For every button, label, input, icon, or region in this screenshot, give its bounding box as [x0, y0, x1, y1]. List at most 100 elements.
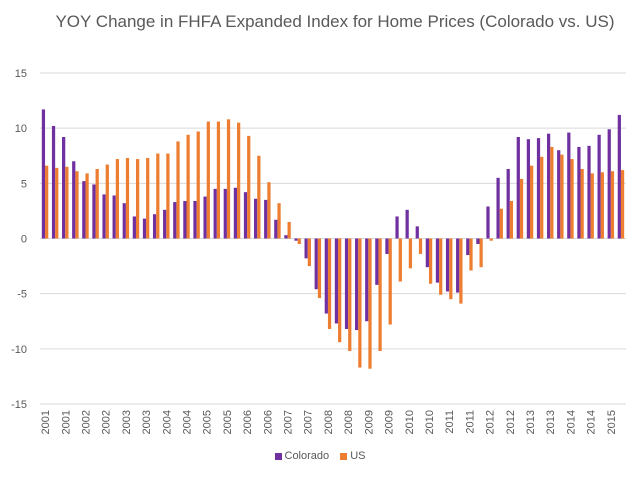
bar-colorado	[476, 238, 480, 245]
bar-us	[408, 238, 413, 269]
x-tick-label: 2007	[303, 410, 315, 434]
bar-colorado	[546, 133, 551, 239]
legend-label: US	[350, 450, 366, 462]
bar-us	[247, 135, 251, 239]
bar-colorado	[142, 218, 147, 239]
x-tick-label: 2008	[323, 410, 335, 434]
bar-colorado	[304, 238, 308, 259]
bar-us	[348, 238, 352, 352]
bar-us	[570, 159, 574, 239]
bar-us	[449, 238, 453, 300]
bar-us	[206, 121, 210, 239]
bar-colorado	[324, 238, 328, 314]
bar-us	[580, 168, 584, 239]
bar-us	[469, 238, 473, 271]
x-tick-label: 2012	[485, 410, 497, 434]
x-tick-label: 2012	[505, 410, 517, 434]
bar-colorado	[41, 109, 46, 239]
bar-colorado	[112, 195, 116, 239]
bar-us	[439, 238, 443, 295]
bar-us	[115, 159, 120, 239]
bar-colorado	[173, 202, 177, 239]
y-tick-label: 10	[15, 123, 27, 135]
bar-us	[509, 200, 514, 239]
bar-colorado	[587, 145, 591, 239]
x-tick-label: 2003	[121, 410, 133, 434]
bar-us	[297, 238, 301, 245]
bar-us	[146, 157, 150, 239]
x-tick-label: 2007	[283, 410, 295, 434]
bar-us	[489, 238, 493, 241]
bar-colorado	[82, 181, 86, 239]
bar-colorado	[203, 196, 207, 239]
x-tick-label: 2004	[182, 410, 194, 434]
bar-colorado	[183, 200, 187, 239]
bar-us	[75, 171, 79, 239]
bar-us	[287, 221, 291, 239]
bar-colorado	[152, 214, 157, 239]
x-tick-label: 2006	[262, 410, 274, 434]
x-tick-label: 2003	[141, 410, 153, 434]
bar-us	[610, 171, 615, 239]
bar-colorado	[253, 198, 258, 239]
x-tick-label: 2005	[202, 410, 214, 434]
y-tick-label: 0	[21, 234, 27, 246]
bar-colorado	[415, 226, 419, 239]
chart-title: YOY Change in FHFA Expanded Index for Ho…	[55, 12, 615, 31]
bar-us	[519, 178, 524, 239]
bar-us	[600, 172, 604, 239]
bar-us	[317, 238, 322, 299]
bar-us	[590, 173, 594, 239]
bar-us	[459, 238, 463, 304]
bar-colorado	[62, 136, 66, 239]
bar-colorado	[334, 238, 339, 324]
bar-us	[358, 238, 362, 368]
bar-colorado	[344, 238, 349, 329]
bar-colorado	[486, 206, 490, 239]
bar-colorado	[496, 177, 500, 239]
y-tick-label: -5	[17, 289, 27, 301]
bar-us	[216, 121, 221, 239]
bar-us	[398, 238, 402, 282]
bar-colorado	[365, 238, 369, 322]
legend: Colorado US	[0, 450, 640, 462]
bar-colorado	[597, 134, 601, 239]
x-tick-label: 2009	[363, 410, 375, 434]
bar-us	[267, 182, 271, 239]
bar-us	[226, 119, 231, 239]
x-tick-label: 2011	[444, 410, 456, 434]
bar-colorado	[617, 114, 621, 239]
bar-us	[65, 166, 69, 239]
bar-colorado	[264, 199, 268, 239]
bar-us	[338, 238, 342, 343]
bar-us	[327, 238, 332, 329]
bar-colorado	[557, 150, 561, 239]
bar-us	[156, 153, 160, 239]
bar-us	[560, 154, 564, 239]
x-tick-label: 2001	[40, 410, 52, 434]
bar-us	[196, 131, 200, 239]
bar-colorado	[425, 238, 429, 268]
bar-colorado	[284, 235, 288, 239]
x-tick-label: 2004	[161, 410, 173, 434]
bar-colorado	[405, 209, 409, 239]
bar-us	[257, 155, 261, 239]
bar-colorado	[445, 238, 450, 292]
bar-us	[499, 208, 503, 239]
bar-us	[620, 170, 625, 239]
y-tick-label: -15	[11, 399, 27, 411]
bar-colorado	[516, 136, 520, 239]
bar-colorado	[526, 139, 531, 239]
x-tick-label: 2014	[586, 410, 598, 434]
bar-colorado	[163, 209, 167, 239]
bar-us	[479, 238, 483, 268]
bar-us	[125, 157, 130, 239]
legend-item-colorado: Colorado	[274, 450, 329, 462]
x-tick-label: 2010	[424, 410, 436, 434]
bar-us	[45, 165, 49, 239]
bar-us	[95, 168, 99, 239]
bar-us	[176, 141, 180, 239]
bar-us	[85, 173, 89, 239]
bar-colorado	[435, 238, 440, 283]
